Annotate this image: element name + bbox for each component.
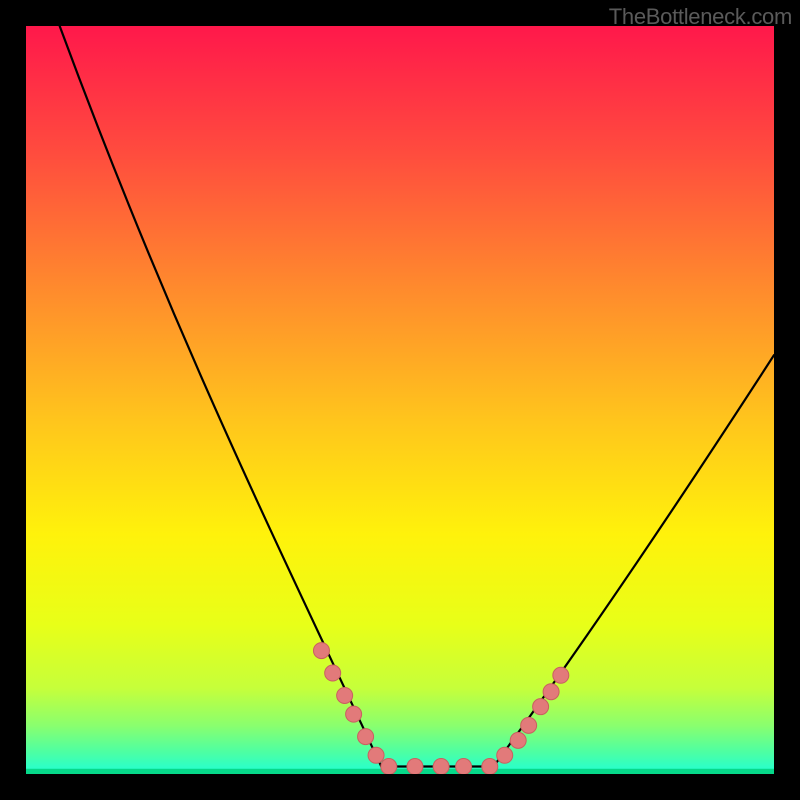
data-marker <box>346 706 362 722</box>
data-marker <box>510 732 526 748</box>
data-marker <box>325 665 341 681</box>
data-marker <box>358 729 374 745</box>
data-marker <box>407 759 423 774</box>
chart-container: TheBottleneck.com <box>0 0 800 800</box>
data-marker <box>497 747 513 763</box>
bottom-band <box>26 769 774 774</box>
data-marker <box>381 759 397 774</box>
data-marker <box>543 684 559 700</box>
data-marker <box>521 717 537 733</box>
data-marker <box>337 687 353 703</box>
chart-svg <box>26 26 774 774</box>
data-marker <box>553 667 569 683</box>
plot-area <box>26 26 774 774</box>
chart-background <box>26 26 774 774</box>
data-marker <box>368 747 384 763</box>
data-marker <box>482 759 498 774</box>
data-marker <box>533 699 549 715</box>
data-marker <box>433 759 449 774</box>
watermark-text: TheBottleneck.com <box>609 4 792 30</box>
data-marker <box>313 643 329 659</box>
data-marker <box>456 759 472 774</box>
